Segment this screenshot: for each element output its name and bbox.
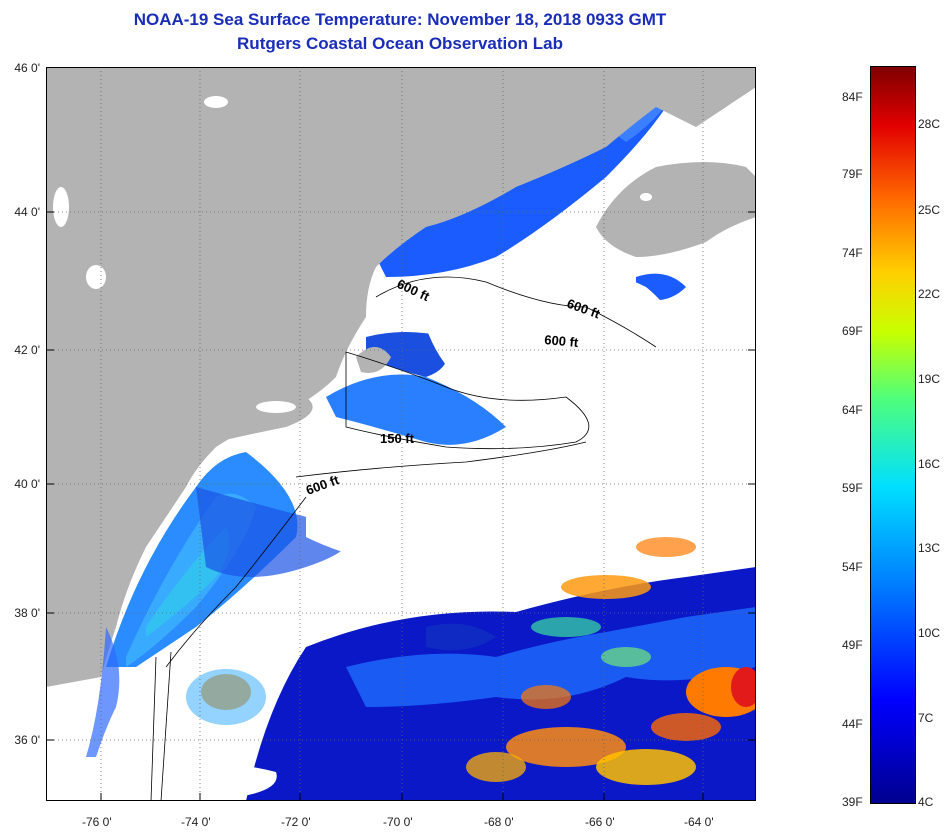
chesapeake-bay: [86, 627, 120, 757]
colorbar-c-label: 19C: [918, 372, 941, 386]
colorbar-c-label: 7C: [918, 711, 934, 725]
lat-label-40: 40 0': [14, 477, 40, 491]
colorbar-c-label: 16C: [918, 457, 941, 471]
sst-map: 600 ft 600 ft 600 ft 150 ft 600 ft: [46, 67, 756, 801]
colorbar-c-label: 10C: [918, 626, 941, 640]
colorbar-f-label: 54F: [842, 560, 863, 574]
lon-label-72: -72 0': [281, 815, 311, 829]
lat-label-44: 44 0': [14, 205, 40, 219]
colorbar-f-label: 69F: [842, 324, 863, 338]
colorbar-f-label: 79F: [842, 167, 863, 181]
map-subtitle: Rutgers Coastal Ocean Observation Lab: [237, 34, 563, 53]
colorbar-c-label: 25C: [918, 203, 941, 217]
gulf-stream-region: [186, 537, 756, 801]
map-ticks: [46, 211, 756, 801]
colorbar-f-label: 64F: [842, 403, 863, 417]
map-title: NOAA-19 Sea Surface Temperature: Novembe…: [133, 10, 667, 29]
lat-label-38: 38 0': [14, 606, 40, 620]
lon-label-76: -76 0': [82, 815, 112, 829]
contour-label: 150 ft: [380, 431, 415, 446]
lon-label-68: -68 0': [484, 815, 514, 829]
colorbar-f-label: 59F: [842, 481, 863, 495]
lon-label-74: -74 0': [181, 815, 211, 829]
lat-label-42: 42 0': [14, 343, 40, 357]
lat-label-46: 46 0': [14, 61, 40, 75]
cape-cod: [356, 347, 391, 373]
colorbar-f-label: 84F: [842, 90, 863, 104]
lon-label-70: -70 0': [383, 815, 413, 829]
colorbar-c-label: 13C: [918, 541, 941, 555]
colorbar-f-label: 74F: [842, 246, 863, 260]
land-mass: [46, 67, 756, 687]
nova-scotia: [596, 162, 756, 257]
isobaths: [150, 276, 657, 801]
colorbar-f-label: 49F: [842, 638, 863, 652]
colorbar-c-label: 22C: [918, 287, 941, 301]
colorbar-f-label: 44F: [842, 717, 863, 731]
colorbar-c-label: 28C: [918, 117, 941, 131]
colorbar-c-label: 4C: [918, 795, 934, 809]
map-frame: [46, 67, 756, 801]
lon-label-64: -64 0': [684, 815, 714, 829]
lat-label-36: 36 0': [14, 733, 40, 747]
contour-label: 600 ft: [544, 332, 580, 350]
colorbar-f-label: 39F: [842, 795, 863, 809]
temperature-colorbar: [870, 66, 916, 804]
lon-label-66: -66 0': [585, 815, 615, 829]
